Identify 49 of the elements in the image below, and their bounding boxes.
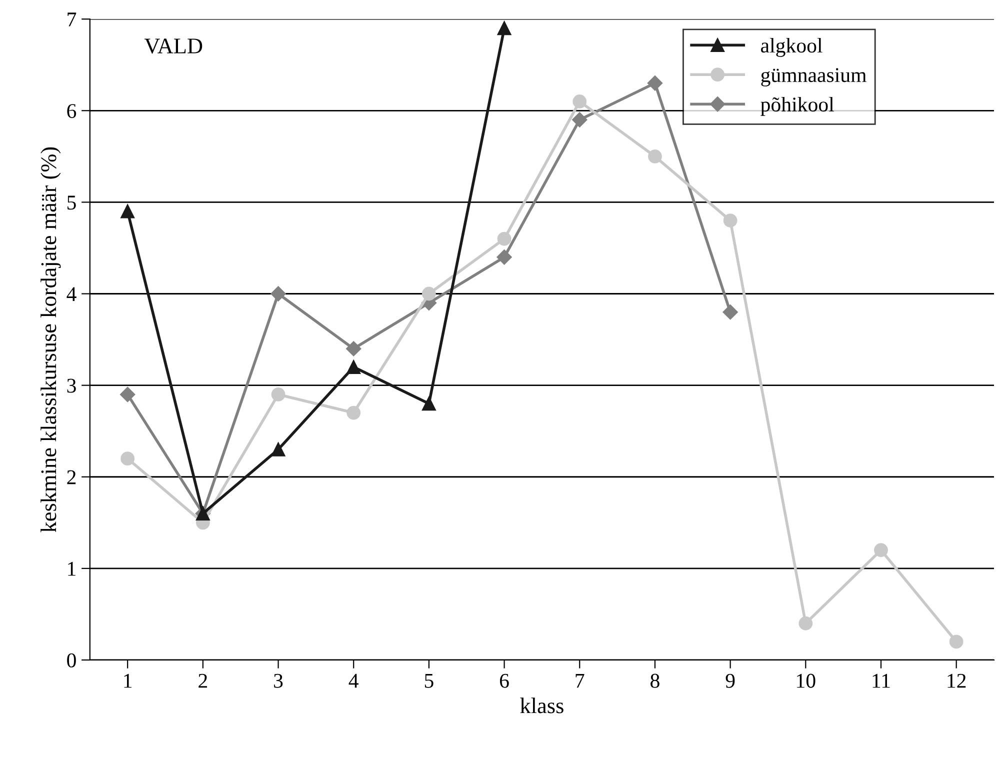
point [949, 634, 964, 649]
point [572, 112, 588, 128]
point [496, 250, 512, 265]
point [572, 94, 587, 108]
point [271, 388, 286, 402]
point [120, 386, 136, 402]
x-tick-label: 6 [500, 674, 509, 688]
x-tick-label: 12 [948, 674, 966, 688]
legend-label: põhikool [760, 96, 834, 116]
point [346, 360, 361, 374]
x-tick-label: 1 [124, 674, 132, 688]
y-tick-label: 6 [67, 104, 76, 118]
y-tick-label: 3 [67, 378, 76, 393]
x-tick-label: 4 [348, 674, 358, 688]
point [497, 232, 512, 246]
y-tick-label: 0 [67, 653, 76, 668]
x-tick-label: 10 [797, 674, 816, 688]
y-tick-label: 4 [66, 287, 76, 301]
point [648, 149, 662, 164]
x-tick-label: 11 [872, 674, 890, 688]
legend-label: algkool [761, 38, 822, 57]
x-tick-label: 9 [726, 674, 735, 688]
point [346, 341, 362, 356]
point [722, 304, 738, 320]
y-tick-label: 2 [67, 470, 76, 484]
y-tick-label: 7 [68, 12, 76, 26]
point [874, 543, 888, 558]
point [647, 76, 663, 91]
x-tick-label: 8 [650, 674, 660, 688]
point [723, 214, 738, 228]
x-tick-label: 2 [198, 674, 207, 688]
point [422, 286, 436, 301]
point [497, 21, 512, 36]
y-tick-label: 5 [68, 196, 76, 210]
y-tick-label: 1 [68, 562, 76, 576]
point [270, 286, 286, 302]
x-tick-label: 3 [274, 674, 283, 688]
legend-label: gümnaasium [761, 68, 866, 86]
x-tick-label: 5 [424, 674, 434, 688]
point [120, 452, 135, 466]
point [346, 406, 361, 420]
annotation: VALD [144, 38, 202, 54]
point [422, 396, 436, 411]
x-axis-title: klass [520, 698, 564, 714]
point [798, 616, 813, 630]
point [271, 442, 286, 456]
point [120, 204, 135, 218]
x-tick-label: 7 [576, 674, 584, 688]
y-axis-title: keskmine klassikursuse kordajate määr (%) [40, 147, 61, 532]
